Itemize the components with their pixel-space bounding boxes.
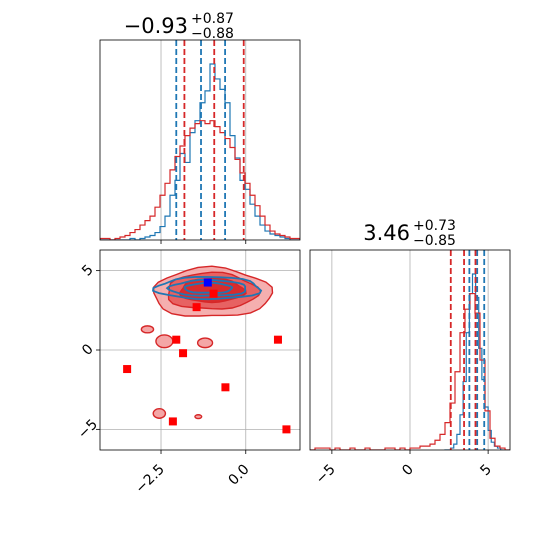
right-hist-title-main: 3.46 bbox=[363, 221, 410, 245]
top-left-histogram-panel bbox=[99, 39, 301, 244]
red-point-6 bbox=[168, 417, 177, 426]
scatter-ytick-label-1: 0 bbox=[79, 341, 97, 359]
red-point-1 bbox=[172, 335, 181, 344]
right-hist-title-sup: +0.73 bbox=[413, 218, 456, 234]
red-point-0 bbox=[123, 365, 132, 374]
panel-top-plot-area bbox=[100, 40, 300, 240]
red-point-7 bbox=[273, 335, 282, 344]
scatter-plot-area bbox=[100, 250, 300, 450]
panel-right-series-red-step bbox=[310, 292, 510, 450]
scatter-ytick-label-2: 5 bbox=[79, 262, 97, 280]
panel-right-series-blue-step bbox=[444, 273, 504, 450]
top-hist-title-sub: −0.88 bbox=[191, 26, 234, 42]
scatter-xtick-label-1: 0.0 bbox=[226, 462, 253, 489]
right-hist-xtick-label-2: 5 bbox=[477, 462, 495, 480]
panel-top-series-blue-step bbox=[100, 63, 300, 240]
blue-contour-0 bbox=[152, 275, 263, 301]
red-point-5 bbox=[221, 383, 230, 392]
red-contour-island-4 bbox=[194, 414, 203, 420]
right-hist-title-sub: −0.85 bbox=[413, 233, 456, 249]
red-point-4 bbox=[209, 289, 218, 298]
red-contour-island-2 bbox=[196, 337, 214, 349]
red-point-2 bbox=[179, 349, 188, 358]
right-hist-xtick-label-1: 0 bbox=[399, 462, 417, 480]
bottom-right-histogram-panel: −5 0 5 bbox=[309, 249, 511, 488]
red-contour-island-0 bbox=[155, 334, 174, 349]
panel-right-plot-area bbox=[310, 250, 510, 450]
blue-point-0 bbox=[203, 278, 212, 287]
scatter-xtick-label-0: −2.5 bbox=[132, 462, 167, 497]
blue-contour-1 bbox=[165, 278, 247, 297]
right-hist-xtick-label-0: −5 bbox=[313, 462, 339, 488]
red-contour-island-1 bbox=[140, 325, 155, 334]
top-hist-title: −0.93 bbox=[124, 14, 188, 38]
top-hist-title-sup: +0.87 bbox=[191, 11, 234, 27]
red-contour-island-3 bbox=[152, 408, 167, 419]
red-point-8 bbox=[282, 425, 291, 434]
scatter-ytick-label-0: −5 bbox=[75, 416, 101, 442]
red-point-3 bbox=[192, 303, 201, 312]
blue-contour-2 bbox=[183, 281, 234, 294]
bottom-left-scatter-panel: −2.5 0.0 −5 0 5 bbox=[75, 249, 301, 497]
panel-top-series-red-step bbox=[100, 120, 300, 240]
top-hist-title-main: −0.93 bbox=[124, 14, 188, 38]
panel-top-frame bbox=[99, 39, 301, 241]
